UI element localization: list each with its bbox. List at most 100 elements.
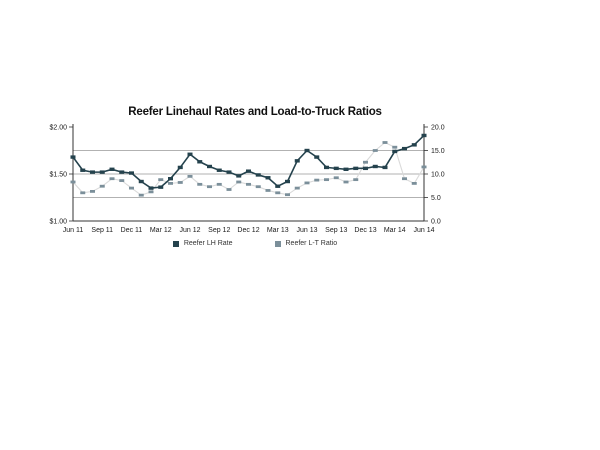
reefer-lh-rate-marker	[168, 177, 173, 181]
reefer-lh-rate-marker	[411, 143, 417, 147]
reefer-l-t-ratio-marker	[99, 184, 105, 188]
reefer-l-t-ratio-marker	[70, 180, 76, 184]
reefer-lh-rate-marker	[90, 170, 95, 174]
x-tick-label: Dec 12	[237, 227, 259, 234]
reefer-lh-rate-marker	[363, 166, 368, 171]
reefer-l-t-ratio-marker	[207, 185, 212, 189]
legend-item-lt-ratio: Reefer L-T Ratio	[274, 240, 338, 247]
reefer-lh-rate-marker	[207, 164, 212, 169]
reefer-l-t-ratio-marker	[392, 145, 398, 149]
reefer-l-t-ratio-marker	[236, 180, 242, 184]
x-tick-label: Sep 12	[208, 227, 230, 234]
chart-legend: Reefer LH Rate Reefer L-T Ratio	[45, 240, 465, 247]
reefer-lh-rate-marker	[148, 186, 154, 190]
reefer-lh-rate-marker	[187, 152, 193, 156]
reefer-lh-rate-marker	[246, 169, 251, 173]
y-right-tick-label: 0.0	[431, 219, 441, 226]
y-right-tick-label: 5.0	[431, 195, 441, 202]
x-tick-label: Jun 14	[413, 227, 434, 234]
y-right-tick-label: 15.0	[431, 148, 445, 155]
reefer-l-t-ratio-marker	[285, 193, 290, 197]
reefer-l-t-ratio-marker	[129, 186, 134, 190]
reefer-lh-rate-marker	[129, 171, 134, 175]
reefer-lh-rate-marker	[80, 168, 86, 172]
reefer-lh-rate-marker	[382, 165, 388, 170]
reefer-lh-rate-marker	[226, 170, 232, 174]
x-tick-label: Dec 13	[354, 227, 376, 234]
reefer-l-t-ratio-marker	[353, 178, 359, 182]
reefer-l-t-ratio-marker	[421, 165, 427, 169]
chart-container: Reefer Linehaul Rates and Load-to-Truck …	[45, 104, 465, 264]
lh-rate-swatch-icon	[172, 240, 179, 247]
x-tick-label: Mar 12	[150, 227, 172, 234]
reefer-lh-rate-marker	[119, 170, 125, 174]
reefer-lh-rate-marker	[333, 166, 339, 171]
reefer-l-t-ratio-marker	[402, 177, 407, 181]
y-left-tick-label: $2.00	[49, 125, 67, 132]
reefer-l-t-ratio-marker	[363, 160, 368, 164]
reefer-l-t-ratio-marker	[275, 191, 281, 195]
reefer-l-t-ratio-marker	[177, 181, 183, 184]
reefer-l-t-ratio-marker	[255, 185, 261, 189]
reefer-l-t-ratio-marker	[80, 191, 86, 195]
reefer-lh-rate-marker	[402, 146, 407, 151]
reefer-l-t-ratio-marker	[216, 182, 222, 186]
reefer-l-t-ratio-marker	[226, 188, 232, 191]
x-tick-label: Jun 11	[63, 227, 84, 234]
reefer-l-t-ratio-marker	[411, 182, 417, 185]
reefer-lh-rate-marker	[314, 155, 320, 159]
lt-ratio-swatch-icon	[274, 240, 281, 247]
reefer-l-t-ratio-marker	[168, 182, 173, 185]
legend-item-lh-rate: Reefer LH Rate	[172, 240, 233, 247]
lt-ratio-legend-label: Reefer L-T Ratio	[285, 240, 338, 247]
reefer-l-t-ratio-marker	[265, 189, 271, 192]
reefer-l-t-ratio-marker	[324, 178, 329, 182]
reefer-lh-rate-marker	[109, 167, 115, 171]
reefer-l-t-ratio-marker	[158, 178, 164, 182]
y-right-tick-label: 10.0	[431, 172, 445, 179]
reefer-lh-rate-marker	[294, 159, 300, 163]
reefer-l-t-ratio-marker	[382, 141, 388, 144]
reefer-lh-rate-marker	[353, 166, 359, 171]
y-left-tick-label: $1.50	[49, 172, 67, 179]
reefer-l-t-ratio-marker	[246, 182, 251, 186]
reefer-lh-rate-marker	[70, 155, 76, 159]
reefer-lh-rate-marker	[99, 170, 105, 174]
reefer-l-t-ratio-marker	[119, 179, 125, 182]
x-tick-label: Mar 13	[267, 227, 289, 234]
reefer-lh-rate-marker	[392, 149, 398, 154]
lh-rate-legend-label: Reefer LH Rate	[183, 240, 233, 247]
x-tick-label: Sep 11	[91, 227, 113, 234]
reefer-lh-rate-marker	[275, 184, 281, 188]
reefer-lh-rate-marker	[421, 133, 427, 138]
reefer-lh-rate-marker	[138, 179, 144, 184]
reefer-l-t-ratio-marker	[197, 182, 203, 186]
reefer-lh-rate-marker	[265, 176, 271, 180]
reefer-lh-rate-marker	[304, 148, 310, 153]
reefer-l-t-ratio-marker	[343, 180, 349, 184]
chart-plot: $2.00 $1.50 $1.00 20.0 15.0 10.0 5.0 0.0 Jun 11 S…	[49, 124, 445, 234]
chart-title: Reefer Linehaul Rates and Load-to-Truck …	[128, 106, 382, 118]
x-tick-label: Sep 13	[325, 227, 347, 234]
y-left-tick-label: $1.00	[49, 219, 67, 226]
reefer-lh-rate-marker	[343, 167, 349, 171]
reefer-lh-rate-marker	[324, 165, 329, 170]
x-tick-label: Dec 11	[121, 227, 143, 234]
x-tick-label: Mar 14	[384, 227, 406, 234]
reefer-l-t-ratio-marker	[138, 193, 144, 197]
reefer-l-t-ratio-marker	[333, 176, 339, 180]
reefer-lh-rate-line	[72, 134, 425, 189]
reefer-l-t-ratio-marker	[90, 189, 95, 193]
x-tick-label: Jun 13	[296, 227, 317, 234]
reefer-l-t-ratio-marker	[304, 181, 310, 185]
reefer-lh-rate-marker	[216, 168, 222, 172]
reefer-lh-rate-marker	[177, 165, 183, 170]
reefer-l-t-ratio-marker	[314, 178, 320, 182]
reefer-lh-rate-marker	[285, 179, 290, 184]
reefer-l-t-ratio-marker	[109, 177, 115, 181]
reefer-l-t-ratio-marker	[372, 149, 378, 152]
y-right-tick-label: 20.0	[431, 125, 445, 132]
reefer-l-t-ratio-marker	[148, 190, 154, 194]
reefer-l-t-ratio-marker	[187, 174, 193, 178]
